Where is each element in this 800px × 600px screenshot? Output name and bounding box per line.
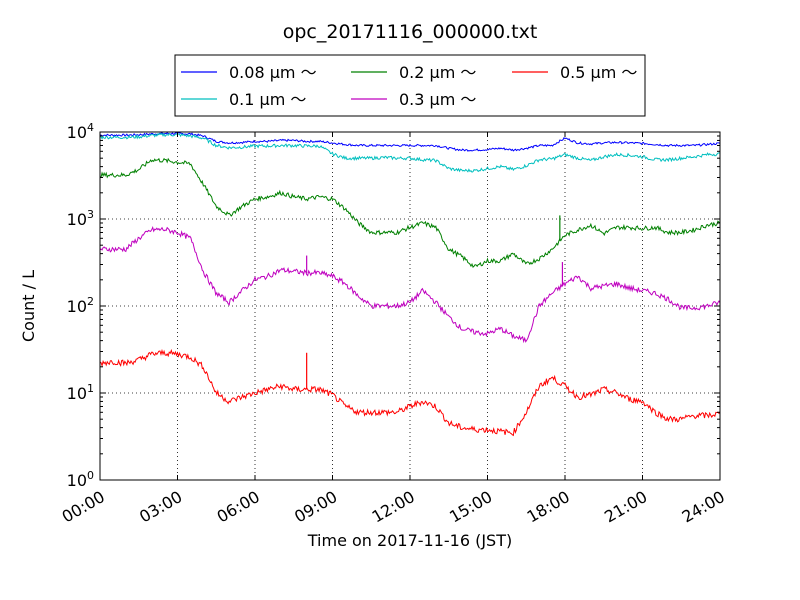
x-axis-label: Time on 2017-11-16 (JST) (307, 531, 512, 550)
y-tick-labels: 100 101 102 103 104 (67, 121, 94, 490)
x-tick-labels: 00:00 03:00 06:00 09:00 12:00 15:00 18:00 21:00… (59, 487, 728, 527)
x-tick-label: 18:00 (524, 487, 573, 527)
x-tick-label: 12:00 (369, 487, 418, 527)
y-tick-label: 103 (67, 208, 94, 229)
x-tick-label: 00:00 (59, 487, 108, 527)
legend-label: 0.5 µm ～ (560, 63, 637, 82)
x-tick-label: 03:00 (136, 487, 185, 527)
series-line (100, 226, 720, 344)
series-line (100, 157, 720, 269)
x-tick-label: 06:00 (214, 487, 263, 527)
y-tick-label: 101 (67, 382, 94, 403)
series-line (100, 132, 720, 173)
grid-lines (100, 132, 720, 480)
chart-title: opc_20171116_000000.txt (283, 21, 538, 43)
y-tick-label: 100 (67, 469, 94, 490)
legend: 0.08 µm ～ 0.1 µm ～ 0.2 µm ～ 0.3 µm ～ 0.5 µm … (174, 54, 646, 117)
x-tick-label: 09:00 (291, 487, 340, 527)
x-tick-label: 15:00 (446, 487, 495, 527)
series-line (100, 348, 720, 437)
axis-ticks (99, 131, 721, 481)
legend-label: 0.08 µm ～ (229, 63, 317, 82)
y-axis-label: Count / L (19, 270, 38, 342)
series-group (100, 132, 720, 437)
legend-label: 0.3 µm ～ (399, 90, 476, 109)
series-line (100, 132, 720, 152)
y-tick-label: 102 (67, 295, 94, 316)
legend-label: 0.2 µm ～ (399, 63, 476, 82)
legend-box (174, 54, 646, 117)
x-tick-label: 21:00 (601, 487, 650, 527)
x-tick-label: 24:00 (679, 487, 728, 527)
legend-label: 0.1 µm ～ (229, 90, 306, 109)
y-tick-label: 104 (67, 121, 94, 142)
